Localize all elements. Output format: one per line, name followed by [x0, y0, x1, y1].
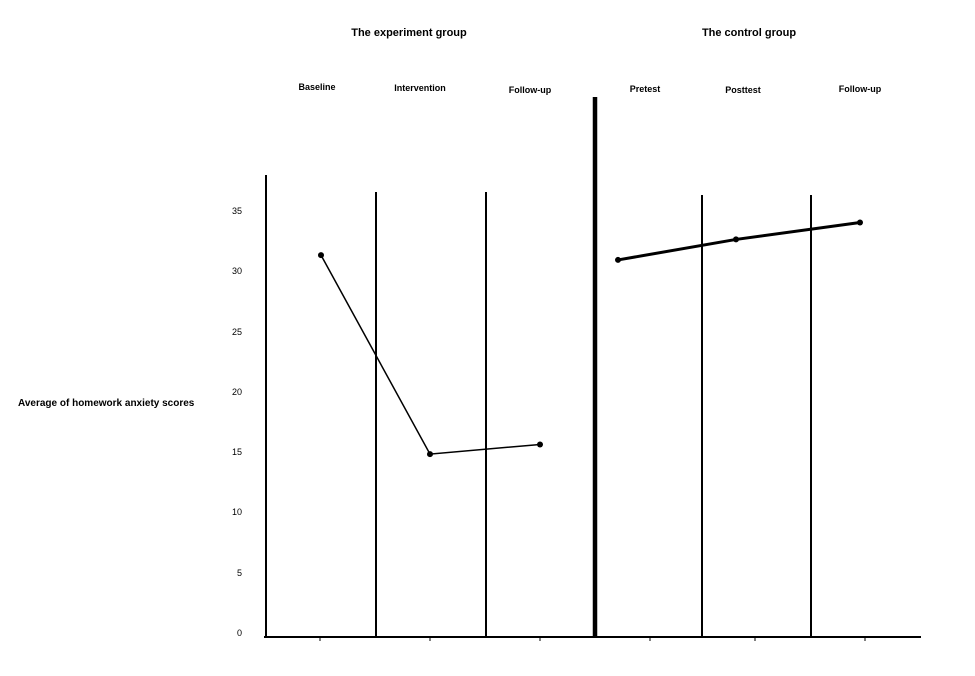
- y-tick-label: 35: [231, 205, 242, 216]
- group-title-experiment: The experiment group: [351, 27, 467, 39]
- phase-label-intervention: Intervention: [394, 83, 446, 93]
- phase-label-pretest: Pretest: [629, 84, 661, 94]
- group-title-control: The control group: [701, 27, 797, 39]
- series-line-experiment: [320, 254, 541, 455]
- phase-dividers: [375, 97, 812, 637]
- phase-label-followup-control: Follow-up: [838, 84, 882, 94]
- y-tick-label: 25: [231, 326, 242, 337]
- phase-label-followup-experiment: Follow-up: [508, 85, 552, 95]
- data-point-control-1: [615, 256, 621, 263]
- data-point-control-3: [857, 219, 863, 226]
- data-point-experiment-3: [537, 441, 543, 448]
- series-line-control: [617, 221, 861, 262]
- y-tick-label: 15: [231, 447, 242, 458]
- y-tick-label: 0: [236, 628, 242, 638]
- phase-label-baseline: Baseline: [298, 82, 336, 92]
- data-point-control-2: [733, 236, 739, 243]
- y-tick-label: 20: [231, 386, 242, 397]
- phase-label-posttest: Posttest: [725, 85, 761, 95]
- axes: [264, 175, 921, 641]
- y-tick-label: 5: [236, 567, 242, 578]
- data-point-experiment-2: [427, 451, 433, 458]
- y-axis-label: Average of homework anxiety scores: [18, 398, 195, 409]
- data-point-experiment-1: [318, 252, 324, 259]
- y-tick-label: 10: [231, 507, 242, 518]
- series-lines: [318, 219, 863, 458]
- y-tick-label: 30: [231, 266, 242, 277]
